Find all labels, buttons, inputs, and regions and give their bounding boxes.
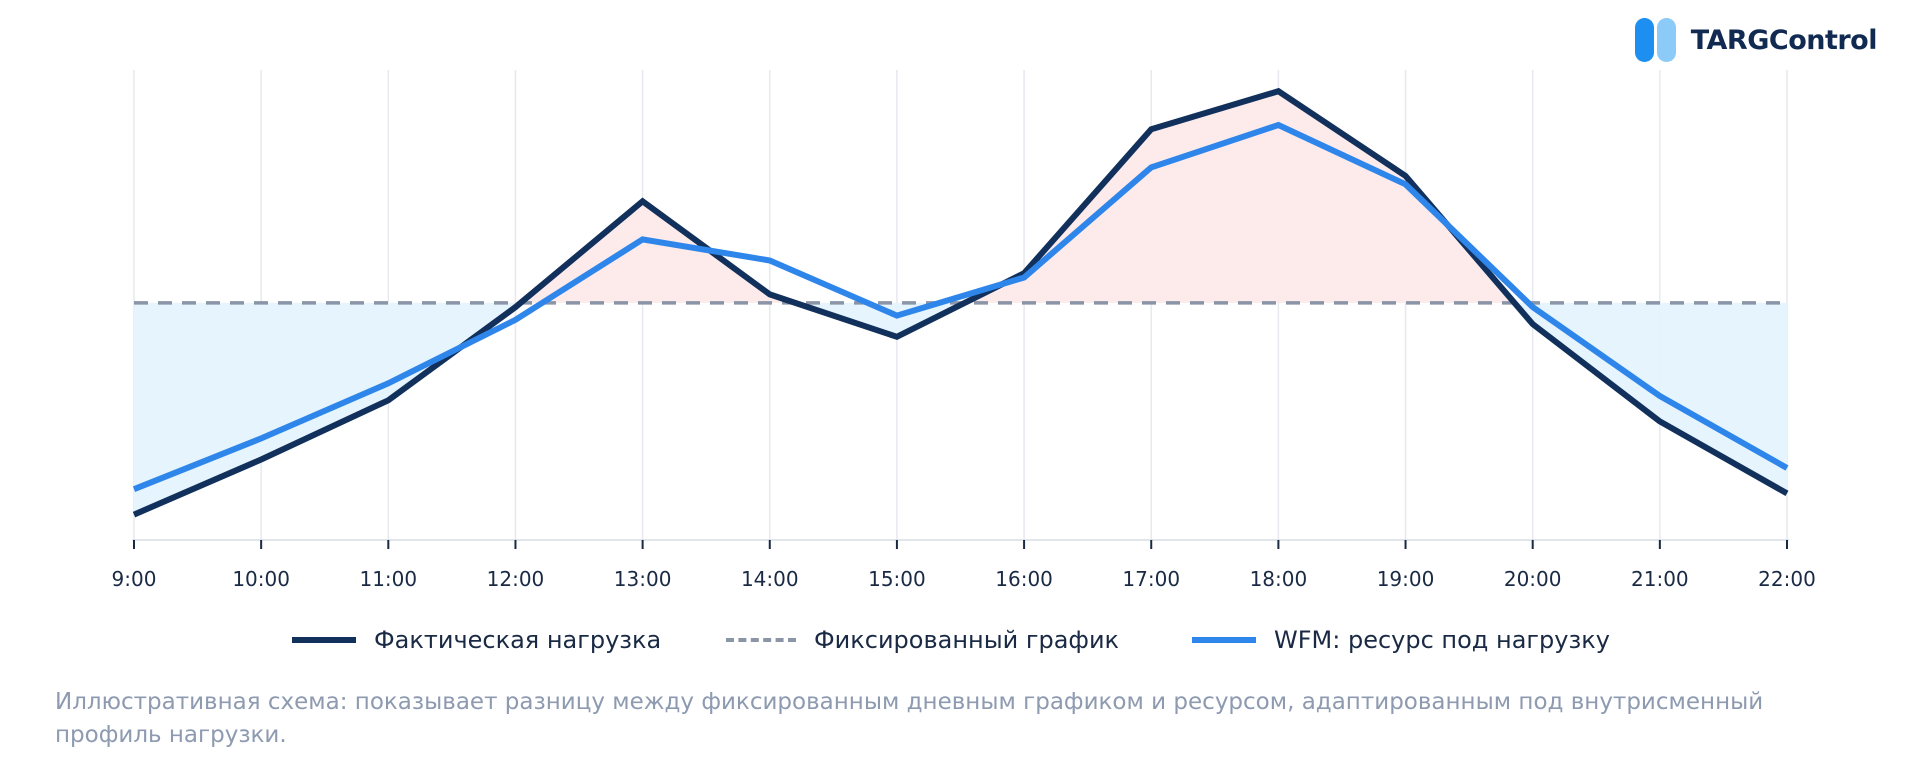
x-tick-label: 10:00: [232, 567, 290, 591]
x-tick-label: 20:00: [1504, 567, 1562, 591]
x-tick-label: 14:00: [741, 567, 799, 591]
underload-area: [261, 302, 389, 460]
legend-label-wfm: WFM: ресурс под нагрузку: [1274, 626, 1610, 654]
brand-name: TARGControl: [1690, 24, 1878, 56]
logo-bar-light: [1656, 18, 1676, 62]
x-tick-label: 21:00: [1631, 567, 1689, 591]
legend-swatch-wfm: [1192, 637, 1256, 643]
logo-mark-icon: [1634, 18, 1679, 62]
chart-caption: Иллюстративная схема: показывает разницу…: [55, 689, 1764, 748]
x-tick-labels: 9:00 10:00 11:00 12:00 13:00 14:00 15:00 16:00 1…: [112, 567, 1816, 591]
x-tick-label: 18:00: [1250, 567, 1308, 591]
x-tick-label: 19:00: [1377, 567, 1435, 591]
x-tick-label: 12:00: [487, 567, 545, 591]
legend-swatch-fixed: [726, 638, 796, 642]
underload-area: [1659, 302, 1787, 494]
overload-area: [1151, 91, 1279, 303]
load-chart: 9:00 10:00 11:00 12:00 13:00 14:00 15:00 16:00 1…: [112, 70, 1816, 591]
overload-area: [1024, 129, 1152, 303]
underload-area: [134, 302, 262, 515]
x-tick-label: 13:00: [614, 567, 672, 591]
chart-legend: Фактическая нагрузка Фиксированный графи…: [0, 626, 1920, 662]
brand-logo: TARGControl: [1634, 18, 1878, 62]
x-tick-label: 9:00: [112, 567, 157, 591]
x-axis: [132, 539, 1789, 549]
legend-label-actual: Фактическая нагрузка: [374, 626, 662, 654]
legend-swatch-actual: [292, 637, 356, 643]
legend-item-wfm: WFM: ресурс под нагрузку: [1192, 626, 1610, 654]
series-lines: [132, 87, 1789, 518]
x-tick-label: 22:00: [1758, 567, 1816, 591]
x-tick-label: 16:00: [995, 567, 1053, 591]
legend-item-actual: Фактическая нагрузка: [292, 626, 661, 654]
x-tick-label: 11:00: [359, 567, 417, 591]
series-line-actual: [132, 87, 1789, 518]
series-line-wfm: [132, 121, 1789, 492]
overload-area: [1278, 91, 1406, 303]
x-tick-label: 15:00: [868, 567, 926, 591]
legend-label-fixed: Фиксированный график: [814, 626, 1120, 654]
legend-item-fixed: Фиксированный график: [726, 626, 1119, 654]
x-tick-label: 17:00: [1122, 567, 1180, 591]
logo-bar-dark: [1634, 18, 1654, 62]
